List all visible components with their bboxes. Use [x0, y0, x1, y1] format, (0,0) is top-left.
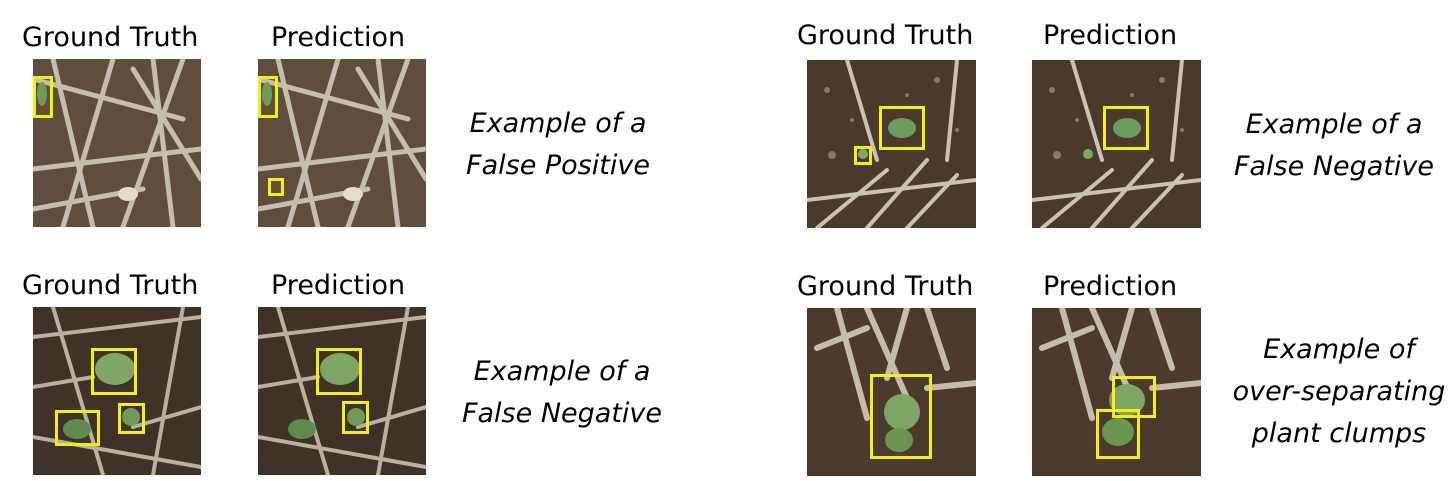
pred-box-1b — [268, 178, 284, 196]
gt-box-3c — [118, 403, 145, 434]
pred-box-1a — [258, 76, 278, 118]
gt-box-2b — [854, 146, 872, 165]
pred-label-2: Prediction — [1043, 20, 1178, 51]
gt-image-3 — [33, 307, 201, 475]
pred-box-4b — [1096, 409, 1140, 459]
caption-1: Example of a False Positive — [466, 108, 650, 181]
pred-label-3: Prediction — [271, 270, 406, 301]
gt-image-4 — [807, 308, 976, 476]
pred-box-4a — [1112, 376, 1156, 418]
gt-box-1a — [33, 76, 53, 118]
pred-image-1 — [258, 59, 426, 227]
pred-label-4: Prediction — [1043, 271, 1178, 302]
gt-label-3: Ground Truth — [22, 270, 199, 301]
pred-image-2 — [1032, 60, 1201, 228]
gt-box-4a — [870, 374, 932, 459]
gt-label-2: Ground Truth — [797, 20, 974, 51]
pred-box-2a — [1103, 106, 1149, 150]
pred-image-3 — [258, 307, 426, 475]
gt-box-2a — [879, 106, 925, 150]
pred-label-1: Prediction — [271, 22, 406, 53]
gt-label-4: Ground Truth — [797, 271, 974, 302]
pred-box-3a — [316, 348, 362, 395]
caption-4: Example of over-separating plant clumps — [1232, 334, 1446, 449]
gt-box-3a — [91, 348, 137, 395]
caption-3: Example of a False Negative — [461, 356, 662, 429]
pred-image-4 — [1032, 308, 1201, 476]
gt-image-1 — [33, 59, 201, 227]
pred-box-3b — [342, 401, 369, 434]
gt-label-1: Ground Truth — [22, 22, 199, 53]
gt-image-2 — [807, 60, 976, 228]
gt-box-3b — [55, 410, 100, 446]
caption-2: Example of a False Negative — [1233, 109, 1434, 182]
